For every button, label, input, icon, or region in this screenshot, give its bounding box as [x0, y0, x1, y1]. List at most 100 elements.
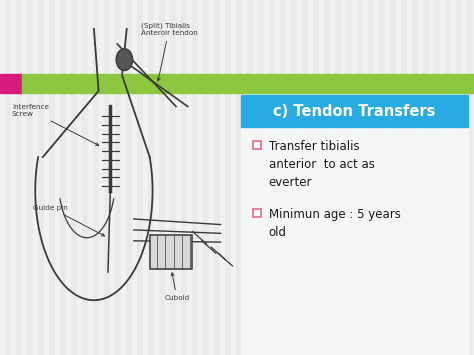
Text: Minimun age : 5 years
old: Minimun age : 5 years old: [269, 208, 401, 239]
Bar: [363, 0, 368, 355]
Bar: [77, 0, 82, 355]
Bar: [302, 0, 308, 355]
Bar: [253, 141, 261, 149]
Bar: [198, 0, 203, 355]
Bar: [467, 0, 473, 355]
Bar: [451, 0, 456, 355]
Bar: [22, 74, 474, 93]
Bar: [93, 0, 99, 355]
Bar: [33, 0, 38, 355]
Bar: [61, 0, 66, 355]
Bar: [446, 0, 451, 355]
Bar: [110, 0, 116, 355]
Bar: [401, 0, 407, 355]
Bar: [0, 74, 22, 93]
Text: Guide pin: Guide pin: [33, 204, 105, 236]
Bar: [17, 0, 22, 355]
Bar: [49, 0, 55, 355]
Bar: [72, 0, 77, 355]
Bar: [171, 0, 176, 355]
Bar: [44, 0, 49, 355]
Bar: [313, 0, 319, 355]
Bar: [418, 0, 423, 355]
Bar: [150, 235, 192, 269]
Bar: [241, 95, 468, 127]
Bar: [148, 0, 154, 355]
Bar: [88, 0, 93, 355]
Bar: [121, 0, 127, 355]
Bar: [396, 0, 401, 355]
Bar: [82, 0, 88, 355]
Bar: [286, 0, 292, 355]
Bar: [231, 0, 237, 355]
Bar: [319, 0, 325, 355]
Bar: [215, 0, 220, 355]
Bar: [385, 0, 391, 355]
Bar: [368, 0, 374, 355]
Bar: [241, 93, 468, 355]
Text: Interfence
Screw: Interfence Screw: [12, 104, 99, 145]
Bar: [270, 0, 275, 355]
Bar: [137, 0, 143, 355]
Bar: [374, 0, 380, 355]
Bar: [127, 0, 132, 355]
Bar: [11, 0, 17, 355]
Bar: [253, 0, 258, 355]
Text: Cuboid: Cuboid: [164, 273, 190, 301]
Bar: [336, 0, 341, 355]
Bar: [258, 0, 264, 355]
Bar: [325, 0, 330, 355]
Bar: [143, 0, 148, 355]
Bar: [264, 0, 270, 355]
Circle shape: [116, 49, 133, 71]
Bar: [226, 0, 231, 355]
Bar: [429, 0, 435, 355]
Bar: [116, 0, 121, 355]
Bar: [391, 0, 396, 355]
Bar: [22, 0, 27, 355]
Text: (Split) Tibialis
Anteroir tendon: (Split) Tibialis Anteroir tendon: [141, 22, 198, 81]
Bar: [456, 0, 462, 355]
Bar: [253, 209, 261, 217]
Bar: [159, 0, 165, 355]
Bar: [132, 0, 137, 355]
Bar: [192, 0, 198, 355]
Text: c) Tendon Transfers: c) Tendon Transfers: [273, 104, 436, 119]
Bar: [242, 0, 247, 355]
Bar: [341, 0, 346, 355]
Bar: [357, 0, 363, 355]
Bar: [330, 0, 336, 355]
Bar: [220, 0, 226, 355]
Bar: [187, 0, 192, 355]
Bar: [346, 0, 352, 355]
Bar: [423, 0, 429, 355]
Text: Transfer tibialis
anterior  to act as
everter: Transfer tibialis anterior to act as eve…: [269, 140, 374, 189]
Bar: [99, 0, 104, 355]
Bar: [203, 0, 209, 355]
Bar: [237, 0, 242, 355]
Bar: [462, 0, 467, 355]
Bar: [154, 0, 159, 355]
Bar: [6, 0, 11, 355]
Bar: [440, 0, 446, 355]
Bar: [473, 0, 474, 355]
Bar: [209, 0, 215, 355]
Bar: [55, 0, 61, 355]
Bar: [0, 0, 6, 355]
Bar: [297, 0, 302, 355]
Bar: [281, 0, 286, 355]
Bar: [292, 0, 297, 355]
Bar: [435, 0, 440, 355]
Bar: [165, 0, 171, 355]
Bar: [407, 0, 412, 355]
Bar: [66, 0, 72, 355]
Bar: [380, 0, 385, 355]
Bar: [308, 0, 313, 355]
Bar: [412, 0, 418, 355]
Bar: [104, 0, 110, 355]
Bar: [247, 0, 253, 355]
Bar: [275, 0, 281, 355]
Bar: [352, 0, 357, 355]
Bar: [38, 0, 44, 355]
Bar: [176, 0, 182, 355]
